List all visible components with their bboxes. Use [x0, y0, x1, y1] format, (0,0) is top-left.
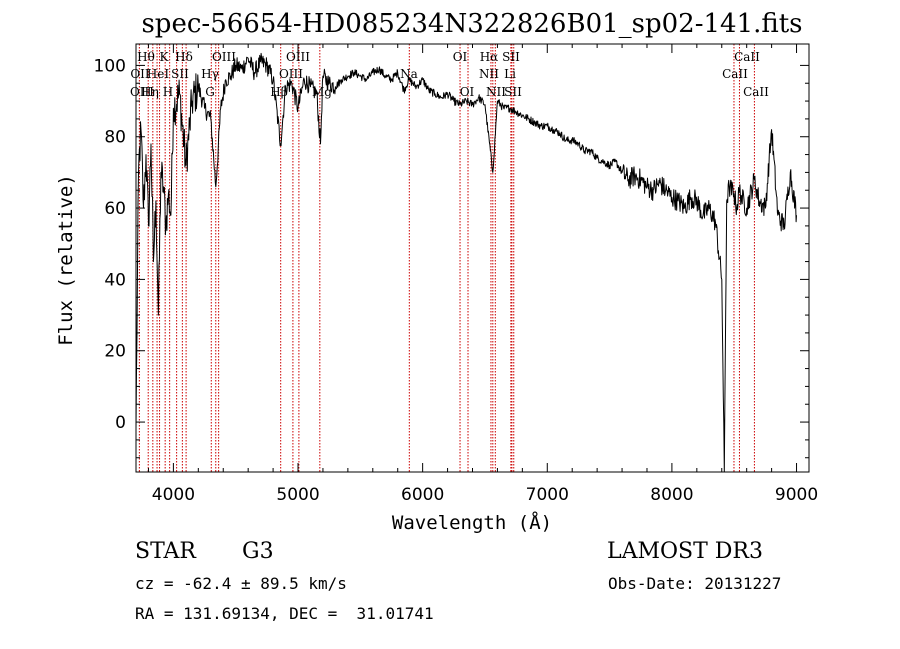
y-tick-label: 80: [104, 128, 126, 148]
x-axis: 4000 5000 6000 7000 8000 9000: [147, 44, 818, 505]
x-tick-label: 5000: [276, 485, 319, 505]
line-label-7: Hη: [141, 85, 159, 99]
line-label-24: SII: [504, 85, 522, 99]
line-label-3: OII: [130, 67, 150, 81]
line-label-18: OI: [460, 85, 475, 99]
line-label-23: NII: [486, 85, 506, 99]
chart-title: spec-56654-HD085234N322826B01_sp02-141.f…: [141, 9, 802, 39]
object-subclass: G3: [242, 539, 274, 564]
y-tick-label: 20: [104, 342, 126, 362]
line-label-2: Hδ: [175, 50, 193, 64]
line-label-11: G: [205, 85, 215, 99]
line-label-15: Mg: [312, 85, 332, 99]
line-label-19: Hα: [480, 50, 499, 64]
observation-date: Obs-Date: 20131227: [608, 574, 782, 593]
survey-name: LAMOST DR3: [607, 539, 763, 564]
line-label-21: NII: [479, 67, 499, 81]
x-tick-label: 6000: [401, 485, 444, 505]
line-label-9: OIII: [212, 50, 236, 64]
line-label-27: CaII: [743, 85, 769, 99]
line-label-10: Hγ: [201, 67, 219, 81]
x-axis-label: Wavelength (Å): [392, 511, 552, 534]
emission-line-markers: [138, 44, 755, 472]
plot-frame: [135, 43, 810, 473]
object-class: STAR: [135, 539, 196, 564]
line-label-5: SII: [171, 67, 189, 81]
x-tick-label: 8000: [650, 485, 693, 505]
redshift-readout: cz = -62.4 ± 89.5 km/s: [135, 574, 347, 593]
x-tick-label: 7000: [526, 485, 569, 505]
spectrum-series: [135, 52, 797, 473]
spectrum-line: [135, 52, 797, 473]
line-label-20: SII: [502, 50, 520, 64]
x-tick-label: 4000: [152, 485, 195, 505]
line-label-22: Li: [504, 67, 516, 81]
y-tick-label: 60: [104, 199, 126, 219]
line-label-25: CaII: [734, 50, 760, 64]
y-axis-label: Flux (relative): [55, 174, 77, 346]
y-tick-label: 100: [94, 56, 126, 76]
line-label-16: Na: [400, 67, 418, 81]
y-axis: 0 20 40 60 80 100: [94, 56, 809, 459]
line-label-13: OIII: [279, 67, 303, 81]
y-tick-label: 40: [104, 270, 126, 290]
y-tick-label: 0: [115, 413, 126, 433]
line-label-1: K: [160, 50, 170, 64]
line-label-14: Hβ: [270, 85, 287, 99]
line-label-17: OI: [453, 50, 468, 64]
line-label-12: OIII: [286, 50, 310, 64]
line-label-0: Hθ: [137, 50, 155, 64]
x-tick-label: 9000: [775, 485, 818, 505]
line-label-4: HeI: [147, 67, 170, 81]
line-label-26: CaII: [722, 67, 748, 81]
coordinates-readout: RA = 131.69134, DEC = 31.01741: [135, 604, 434, 623]
line-label-8: H: [163, 85, 173, 99]
